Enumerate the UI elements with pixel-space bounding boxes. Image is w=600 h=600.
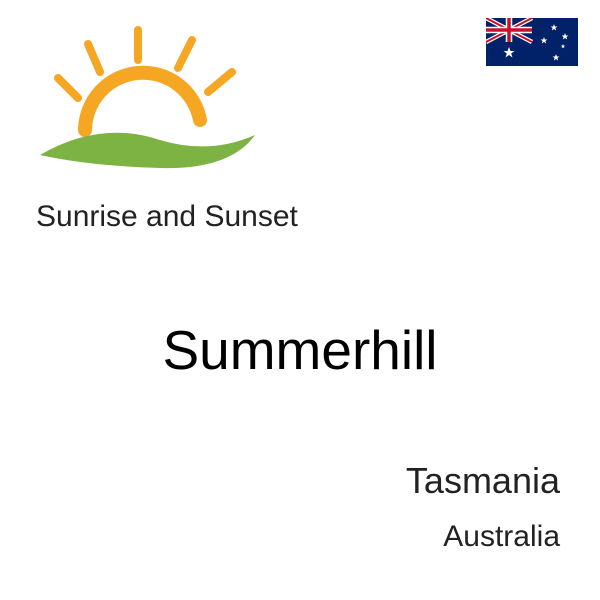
country-label: Australia (443, 520, 560, 554)
sunrise-logo (30, 20, 260, 180)
australia-flag-icon (486, 18, 578, 66)
site-title: Sunrise and Sunset (36, 200, 298, 234)
flag-svg (486, 18, 578, 66)
region-label: Tasmania (406, 460, 560, 502)
sunrise-icon (30, 20, 260, 180)
location-name: Summerhill (0, 318, 600, 382)
